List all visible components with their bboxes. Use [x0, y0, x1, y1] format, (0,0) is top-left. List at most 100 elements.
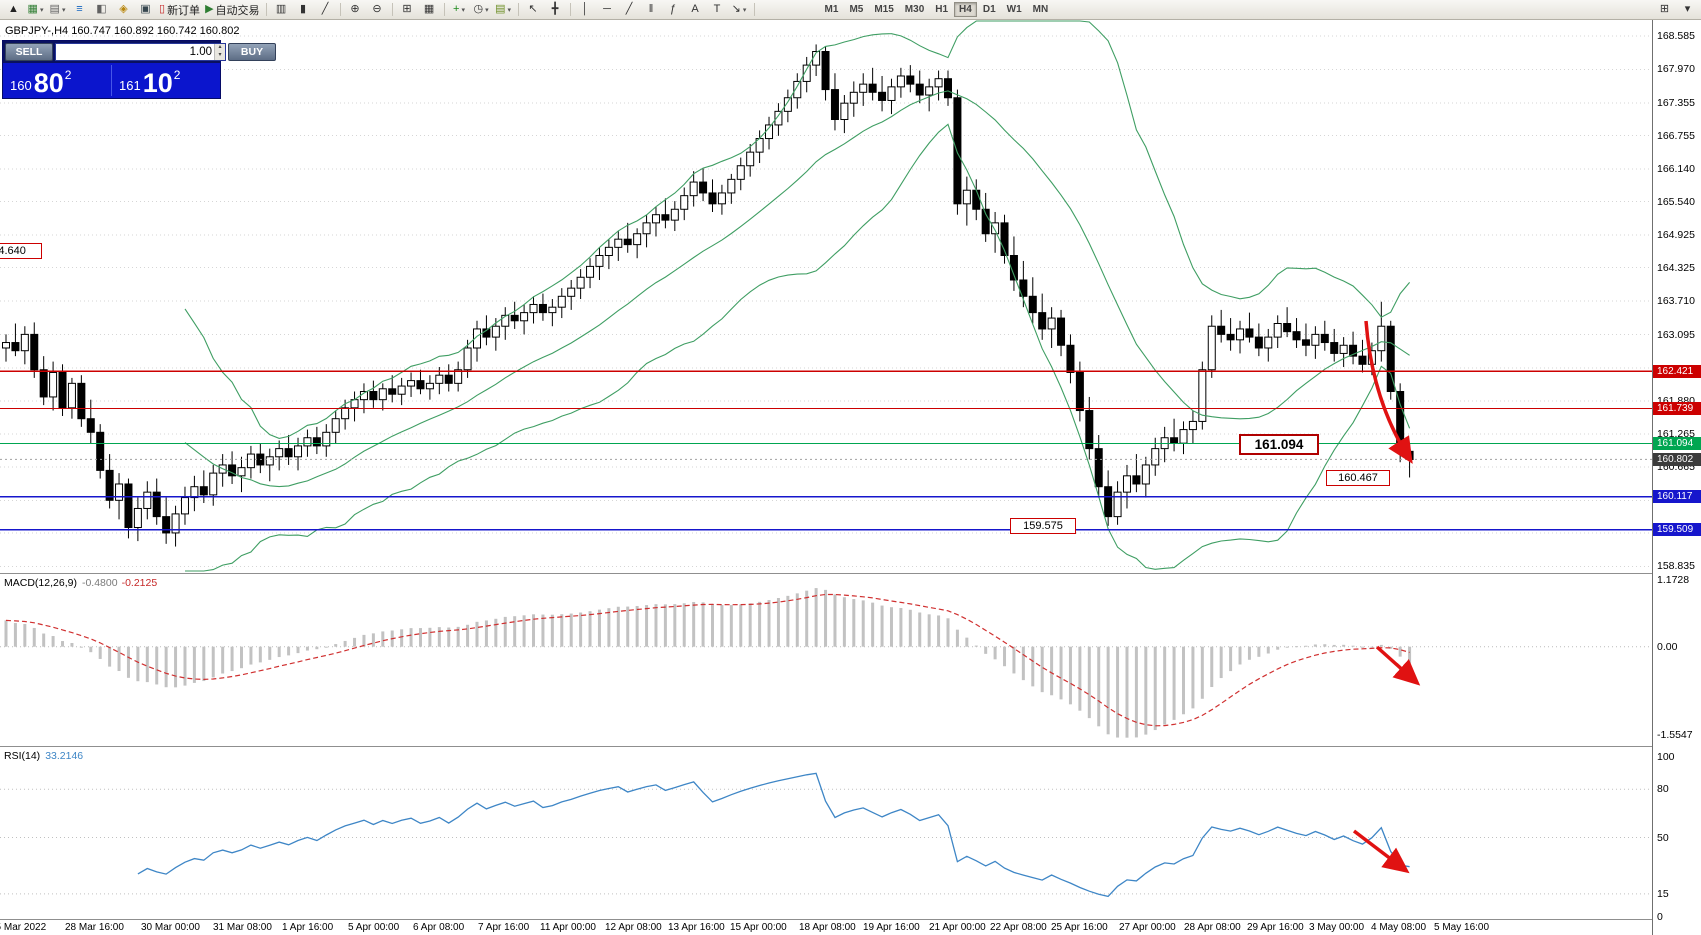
- periods-icon[interactable]: ◷ ▾: [471, 2, 492, 18]
- arrows-icon[interactable]: ↘ ▾: [729, 2, 750, 18]
- bar-chart-icon[interactable]: ▥: [271, 2, 292, 18]
- cursor-icon: ↖: [528, 3, 538, 15]
- lot-increase-button[interactable]: ▴: [214, 44, 225, 52]
- trendline-icon[interactable]: ╱: [619, 2, 640, 18]
- trade-panel-header: SELL ▴ ▾ BUY: [3, 41, 276, 63]
- chart-title-text: GBPJPY-,H4 160.747 160.892 160.742 160.8…: [5, 25, 240, 37]
- crosshair-icon: ╋: [551, 3, 559, 15]
- time-axis-labels[interactable]: 25 Mar 2022 28 Mar 16:00 30 Mar 00:00 31 Ma…: [0, 920, 1652, 935]
- time-label: 22 Apr 08:00: [990, 922, 1047, 933]
- cursor-icon[interactable]: ↖: [523, 2, 544, 18]
- timeframe-H1-button[interactable]: H1: [935, 4, 949, 15]
- price-divider: [111, 65, 112, 96]
- market-watch-icon[interactable]: ≡: [69, 2, 90, 18]
- price-callout[interactable]: 161.094: [1239, 433, 1319, 455]
- auto-arrange-icon: ▦: [423, 3, 435, 15]
- channel-icon[interactable]: ‖: [641, 2, 662, 18]
- toolbar-separator: [339, 3, 341, 16]
- candlesticks: [2, 44, 1414, 547]
- price-callout[interactable]: 164.640: [0, 242, 42, 259]
- label-icon[interactable]: T: [707, 2, 728, 18]
- auto-arrange-icon[interactable]: ▦: [419, 2, 440, 18]
- timeframe-M30-button[interactable]: M30: [904, 4, 925, 15]
- line-chart-icon[interactable]: ╱: [315, 2, 336, 18]
- zoom-out-icon: ⊖: [372, 3, 382, 15]
- horizontal-line-icon: ─: [603, 3, 611, 15]
- toolbar-separator: [391, 3, 393, 16]
- macd-panel-separator[interactable]: [0, 573, 1701, 574]
- timeframe-M5-button[interactable]: M5: [849, 4, 864, 15]
- timeframe-H4-button[interactable]: H4: [954, 2, 977, 17]
- rsi-indicator: [0, 772, 1652, 898]
- time-label: 5 May 16:00: [1434, 922, 1490, 933]
- timeframe-W1-button[interactable]: W1: [1006, 4, 1022, 15]
- lot-decrease-button[interactable]: ▾: [214, 52, 225, 60]
- trend-arrow-rsi: [1352, 829, 1410, 874]
- sell-price[interactable]: 160 80 2: [3, 63, 111, 98]
- axis-label: 163.095: [1657, 328, 1695, 341]
- buy-price[interactable]: 161 10 2: [112, 63, 220, 98]
- axis-label: 164.925: [1657, 229, 1695, 242]
- price-tag: 161.094: [1653, 437, 1701, 450]
- toolbar-separator: [265, 3, 267, 16]
- chart-layout-icon[interactable]: ⊞: [1654, 2, 1675, 18]
- timeframe-MN-button[interactable]: MN: [1032, 4, 1049, 15]
- price-callout[interactable]: 159.575: [1010, 518, 1076, 535]
- time-label: 1 Apr 16:00: [282, 922, 334, 933]
- axis-label: 15: [1657, 887, 1669, 900]
- zoom-in-icon[interactable]: ⊕: [345, 2, 366, 18]
- buy-button[interactable]: BUY: [228, 43, 276, 61]
- indicators-icon[interactable]: + ▾: [449, 2, 470, 18]
- profiles-icon[interactable]: ▤ ▾: [47, 2, 68, 18]
- timeframe-D1-button[interactable]: D1: [982, 4, 996, 15]
- trend-arrow-macd: [1375, 645, 1421, 686]
- axis-label: 167.355: [1657, 96, 1695, 109]
- price-callout[interactable]: 160.467: [1326, 469, 1390, 486]
- buy-price-sup: 2: [173, 68, 181, 82]
- axis-label: 158.835: [1657, 560, 1695, 573]
- zoom-out-icon[interactable]: ⊖: [367, 2, 388, 18]
- time-label: 19 Apr 16:00: [863, 922, 920, 933]
- price-tag: 160.802: [1653, 452, 1701, 466]
- template-icon[interactable]: ▤ ▾: [493, 2, 514, 18]
- new-chart-icon[interactable]: ▦ ▾: [25, 2, 46, 18]
- timeframe-M15-button[interactable]: M15: [874, 4, 894, 15]
- toolbar-more-icon[interactable]: ▾: [1677, 2, 1698, 18]
- lot-size-input[interactable]: [56, 45, 214, 59]
- time-label: 3 May 00:00: [1309, 922, 1365, 933]
- time-label: 31 Mar 08:00: [213, 922, 272, 933]
- sell-price-big: 80: [33, 68, 64, 98]
- axis-label: -1.5547: [1657, 729, 1693, 742]
- fibonacci-icon[interactable]: ƒ: [663, 2, 684, 18]
- axis-label: 80: [1657, 783, 1669, 796]
- dropdown-arrow-icon: ▾: [461, 6, 465, 14]
- data-window-icon[interactable]: ◧: [91, 2, 112, 18]
- lot-size-field: ▴ ▾: [55, 43, 226, 61]
- new-order-button[interactable]: ▯ 新订单: [157, 2, 202, 18]
- time-label: 28 Apr 08:00: [1184, 922, 1241, 933]
- time-label: 4 May 08:00: [1371, 922, 1427, 933]
- vertical-line-icon[interactable]: │: [575, 2, 596, 18]
- trade-panel-prices: 160 80 2 161 10 2: [3, 63, 220, 98]
- horizontal-line-icon[interactable]: ─: [597, 2, 618, 18]
- buy-price-big: 10: [142, 68, 173, 98]
- sell-button[interactable]: SELL: [5, 43, 53, 61]
- toolbar-more-icon: ▾: [1684, 3, 1691, 15]
- price-axis[interactable]: 168.585 167.970 167.355 166.755 166.140 165.5…: [1652, 19, 1701, 935]
- navigator-icon[interactable]: ◈: [113, 2, 134, 18]
- crosshair-icon[interactable]: ╋: [545, 2, 566, 18]
- terminal-icon[interactable]: ▣: [135, 2, 156, 18]
- rsi-panel-separator[interactable]: [0, 746, 1701, 747]
- chart-marker-icon: ▲: [8, 3, 19, 15]
- chart-marker-icon[interactable]: ▲: [3, 2, 24, 18]
- autotrade-button[interactable]: ▶ 自动交易: [203, 2, 261, 18]
- timeframe-M1-button[interactable]: M1: [824, 4, 839, 15]
- candlestick-icon[interactable]: ▮: [293, 2, 314, 18]
- autotrade-button-label: 自动交易: [215, 4, 260, 17]
- rsi-value: 33.2146: [45, 750, 84, 762]
- trendline-icon: ╱: [625, 3, 633, 15]
- text-icon[interactable]: A: [685, 2, 706, 18]
- toolbar-separator: [517, 3, 519, 16]
- tile-windows-icon[interactable]: ⊞: [397, 2, 418, 18]
